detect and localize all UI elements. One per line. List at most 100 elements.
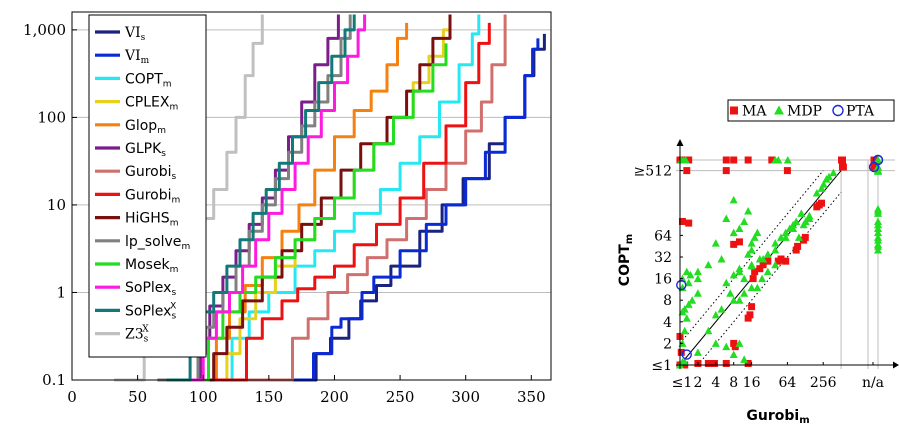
point-mdp [753,228,762,237]
x-tick-label-250: 250 [386,388,415,406]
y-axis-arrow [676,139,684,146]
point-mdp [771,246,780,254]
legend-marker-ma [730,106,738,115]
point-mdp [874,236,882,244]
point-ma [722,156,730,164]
point-mdp [824,172,833,181]
point-mdp [680,358,689,366]
x-tick-label-350: 350 [517,388,546,406]
point-ma [777,255,785,263]
scatter-legend-box [727,99,895,122]
diagonal-y-equals-half-x [697,191,842,366]
point-mdp [682,314,691,322]
legend-label-soplex-s-x: SoPlexsX [125,301,176,321]
point-ma [801,233,809,241]
point-mdp [704,326,713,335]
point-mdp [729,228,738,237]
y-tick-label-1-000: 1,000 [23,21,66,39]
scatter-x-tick-64: 64 [778,375,796,391]
scatter-y-tick-32: 32 [654,250,672,266]
x-tick-label-200: 200 [320,388,349,406]
cactus-plot-frame [71,11,552,381]
x-tick-label-50: 50 [128,388,147,406]
scatter-x-tick-2: 2 [693,375,702,391]
series-line-copt-m [183,14,481,382]
point-ma [838,156,846,164]
legend-label-glpk-s: GLPKs [125,141,166,159]
y-tick-label-0-1: 0.1 [42,371,66,389]
point-mdp [735,296,744,304]
point-mdp [789,224,798,232]
point-mdp [747,283,756,292]
scatter-x-tick-256: 256 [810,375,837,391]
point-ma [794,242,802,250]
legend-label-z3-s-x: Z3sX [125,325,149,345]
point-ma [730,156,738,164]
point-mdp [763,250,772,258]
point-ma [782,257,790,265]
point-mdp [680,326,689,335]
legend-label-vi-m: VIm [124,48,150,66]
point-mdp [759,255,768,263]
legend-label-ma: MA [742,104,767,120]
y-tick-label-100: 100 [37,108,66,126]
point-mdp [874,207,882,215]
point-ma [783,167,791,175]
x-tick-label-0: 0 [67,388,77,406]
legend-label-mosek-m: Mosekm [125,257,178,275]
scatter-y-tick-512: ≥512 [634,164,672,180]
point-mdp [819,180,828,188]
x-tick-label-300: 300 [451,388,480,406]
point-mdp [740,289,749,297]
series-line-gurobi-s [242,14,507,382]
scatter-plot: MA MDP PTA ≤1 2 4 8 16 64 256 n/a≤1248163264≥512 … [617,99,899,424]
point-mdp [771,260,780,269]
point-mdp [704,260,713,269]
point-ma [759,261,767,269]
point-ma [749,275,757,283]
scatter-x-tick-1: ≤1 [672,375,693,391]
point-mdp [874,217,882,225]
point-mdp [747,246,756,254]
point-mdp [750,233,759,241]
point-mdp [774,156,783,164]
y-tick-label-1: 1 [56,283,66,301]
point-ma [677,348,685,356]
point-mdp [680,305,689,313]
point-mdp [783,156,792,164]
point-mdp [740,217,749,225]
point-ma [685,219,693,227]
point-mdp [763,267,772,276]
point-mdp [794,233,803,241]
legend-label-copt-m: COPTm [125,71,172,89]
point-mdp [682,267,691,276]
y-tick-label-10: 10 [47,196,66,214]
cactus-legend: VIs VIm COPTm CPLEXm Glopm GLPKs Gurobis Gurobi… [88,14,207,358]
point-ma [764,257,772,265]
point-mdp [801,217,810,225]
point-ma [839,163,847,171]
scatter-y-tick-16: 16 [654,272,672,288]
point-mdp [735,264,744,273]
point-mdp [684,278,693,287]
point-mdp [693,267,702,276]
point-mdp [792,217,801,225]
point-mdp [693,274,702,283]
point-mdp [711,310,720,319]
point-mdp [684,300,693,308]
point-mdp [805,214,814,223]
point-mdp [740,274,749,283]
scatter-x-tick-4: 4 [711,375,720,391]
point-mdp [711,239,720,247]
legend-label-pta: PTA [846,104,875,120]
point-ma [792,246,800,254]
series-line-mosek-m [170,43,448,382]
point-mdp [874,228,882,237]
legend-label-gurobi-m: Gurobim [125,187,180,205]
scatter-x-tick-n-a: n/a [862,375,884,391]
point-pta [868,161,880,173]
legend-label-gurobi-s: Gurobis [125,164,177,182]
